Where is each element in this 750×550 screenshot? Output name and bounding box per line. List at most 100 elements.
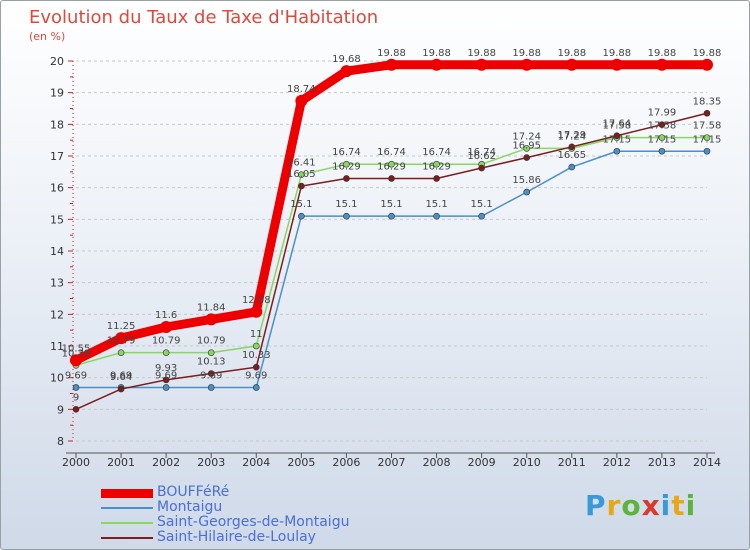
- data-point: [162, 384, 170, 391]
- data-point: [250, 305, 263, 318]
- data-label: 9.69: [110, 370, 132, 381]
- x-tick-label: 2005: [287, 456, 315, 469]
- data-point: [252, 342, 260, 350]
- data-label: 16.29: [377, 161, 406, 172]
- data-label: 17.29: [557, 130, 586, 141]
- data-point: [298, 212, 305, 220]
- data-label: 19.88: [557, 48, 586, 59]
- data-point: [72, 406, 80, 413]
- data-point: [523, 154, 531, 161]
- data-label: 16.74: [377, 147, 406, 158]
- y-tick-label: 18: [50, 118, 64, 131]
- data-label: 12.08: [242, 295, 271, 306]
- data-label: 9.64: [110, 372, 132, 383]
- data-point: [117, 385, 125, 393]
- legend-swatch: [101, 488, 153, 498]
- data-point: [478, 164, 485, 172]
- data-label: 19.88: [648, 48, 677, 59]
- data-point: [430, 58, 443, 71]
- data-point: [433, 175, 440, 182]
- x-tick-label: 2010: [513, 456, 541, 469]
- data-point: [160, 321, 173, 333]
- y-tick-label: 10: [50, 372, 64, 385]
- data-label: 19.88: [693, 48, 722, 59]
- data-label: 17.58: [693, 121, 722, 132]
- data-label: 10.79: [197, 336, 226, 347]
- data-label: 17.58: [648, 121, 677, 132]
- data-point: [701, 58, 713, 71]
- y-tick-label: 16: [50, 182, 64, 195]
- data-point: [343, 160, 350, 168]
- y-tick-label: 20: [50, 55, 64, 68]
- data-label: 10.33: [242, 350, 271, 361]
- x-tick-label: 2004: [242, 456, 270, 469]
- data-label: 10.79: [152, 336, 181, 347]
- data-label: 18.35: [693, 96, 722, 107]
- x-tick-label: 2014: [693, 456, 721, 469]
- data-point: [658, 134, 666, 141]
- data-label: 10.79: [107, 336, 136, 347]
- data-point: [340, 65, 353, 78]
- data-point: [433, 212, 440, 220]
- data-point: [115, 332, 128, 345]
- data-label: 16.74: [467, 147, 496, 158]
- data-label: 15.1: [335, 199, 357, 210]
- data-label: 17.15: [648, 134, 677, 145]
- data-point: [613, 132, 621, 140]
- data-point: [613, 147, 621, 155]
- data-point: [568, 163, 576, 171]
- data-point: [610, 58, 623, 71]
- data-point: [385, 58, 398, 71]
- data-label: 9.69: [65, 370, 87, 381]
- data-label: 9.69: [245, 370, 267, 381]
- data-label: 17.99: [648, 108, 677, 119]
- data-point: [252, 363, 260, 371]
- data-label: 11.84: [197, 302, 226, 313]
- legend-label: BOUFFéRé: [157, 484, 230, 500]
- data-label: 16.41: [287, 158, 316, 169]
- data-label: 19.88: [512, 48, 541, 59]
- data-label: 9.69: [155, 370, 177, 381]
- data-label: 9.93: [155, 363, 177, 374]
- data-point: [298, 171, 305, 178]
- data-label: 15.1: [380, 199, 402, 210]
- legend-swatch: [101, 522, 153, 524]
- data-label: 19.68: [332, 54, 361, 65]
- data-label: 19.88: [422, 48, 451, 59]
- data-label: 11.6: [155, 310, 177, 321]
- data-label: 17.24: [512, 131, 541, 142]
- legend-swatch: [101, 507, 153, 509]
- data-label: 15.86: [512, 175, 541, 186]
- data-label: 16.95: [512, 141, 541, 152]
- x-tick-label: 2008: [423, 456, 451, 469]
- data-point: [433, 160, 440, 168]
- data-point: [162, 376, 170, 384]
- data-point: [207, 370, 215, 377]
- data-point: [523, 188, 531, 196]
- legend-label: Saint-Hilaire-de-Loulay: [157, 529, 316, 545]
- data-label: 19.88: [603, 48, 632, 59]
- legend-swatch: [101, 537, 153, 539]
- data-point: [117, 349, 125, 356]
- data-point: [475, 58, 488, 71]
- y-tick-label: 12: [50, 308, 64, 321]
- x-tick-label: 2011: [558, 456, 586, 469]
- x-tick-label: 2001: [107, 456, 135, 469]
- x-tick-label: 2003: [197, 456, 225, 469]
- x-tick-label: 2000: [62, 456, 90, 469]
- data-label: 15.1: [290, 199, 312, 210]
- data-label: 11.25: [107, 321, 136, 332]
- data-point: [388, 212, 395, 220]
- data-point: [568, 143, 576, 151]
- legend-label: Montaigu: [157, 499, 223, 515]
- data-label: 17.24: [557, 131, 586, 142]
- data-label: 18.74: [287, 84, 316, 95]
- data-point: [388, 160, 395, 168]
- data-point: [523, 145, 531, 152]
- data-point: [343, 212, 350, 220]
- x-tick-label: 2006: [332, 456, 360, 469]
- data-point: [72, 384, 80, 391]
- x-tick-label: 2012: [603, 456, 631, 469]
- data-label: 10.55: [62, 343, 91, 354]
